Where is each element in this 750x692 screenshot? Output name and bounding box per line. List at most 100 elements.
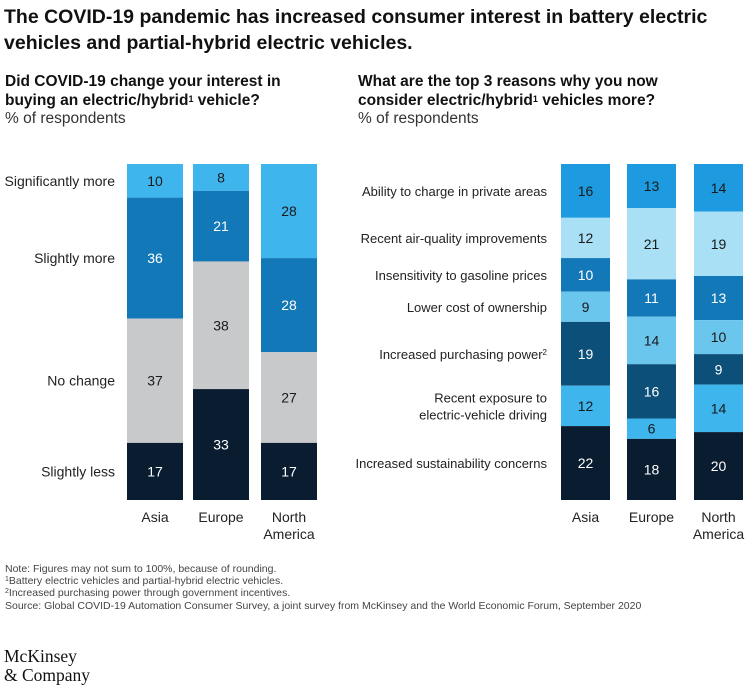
bar-segment-north-america-slightly-more [261,258,317,353]
value-label-north-america-recent-exposure-to-electric-vehicle-driving: 14 [711,400,727,416]
value-label-asia-significantly-more: 10 [147,173,163,189]
footnote-2-marker: 2 [5,588,9,596]
value-label-north-america-recent-air-quality-improvements: 19 [711,236,727,252]
value-label-asia-increased-sustainability-concerns: 22 [578,455,594,471]
right-panel-title: What are the top 3 reasons why you now c… [358,72,688,110]
footnote-1-marker: 1 [5,576,9,584]
right-panel-title-text: What are the top 3 reasons why you now c… [358,73,658,109]
bar-segment-asia-slightly-more [127,197,183,319]
bar-segment-europe-ability-to-charge-in-private-areas [627,164,676,209]
series-label-recent-air-quality-improvements: Recent air-quality improvements [361,231,548,246]
value-label-north-america-insensitivity-to-gasoline-prices: 13 [711,290,727,306]
bar-segment-north-america-slightly-less [261,442,317,500]
footnote-2: 2Increased purchasing power through gove… [5,587,641,599]
bar-segment-europe-recent-exposure-to-electric-vehicle-driving [627,418,676,439]
logo-line-1: McKinsey [4,646,77,666]
right-panel-subtitle: % of respondents [358,110,479,127]
bar-segment-europe-slightly-less [193,389,249,500]
value-label-north-america-lower-cost-of-ownership: 10 [711,329,727,345]
category-label-north-america-line-1: North [272,509,306,525]
series-label-slightly-more: Slightly more [34,250,115,266]
value-label-north-america-increased-purchasing-power: 9 [715,361,723,377]
value-label-north-america-increased-sustainability-concerns: 20 [711,458,727,474]
note-rounding: Note: Figures may not sum to 100%, becau… [5,563,277,575]
value-label-asia-insensitivity-to-gasoline-prices: 10 [578,267,594,283]
bar-segment-europe-recent-air-quality-improvements [627,208,676,280]
value-label-europe-recent-exposure-to-electric-vehicle-driving: 6 [648,421,656,437]
category-label-europe: Europe [629,509,674,525]
bar-segment-asia-significantly-more [127,164,183,198]
left-panel-title-end: vehicle? [193,92,260,109]
category-label-north-america-line-2: America [263,526,315,542]
value-label-europe-slightly-more: 21 [213,218,229,234]
series-label-recent-exposure-to-electric-vehicle-driving-line-2: electric-vehicle driving [419,407,547,422]
right-panel-title-end: vehicles more? [537,92,656,109]
value-label-asia-increased-purchasing-power: 19 [578,346,594,362]
bar-segment-north-america-recent-air-quality-improvements [694,211,743,276]
bar-segment-asia-slightly-less [127,442,183,500]
source-note: Source: Global COVID-19 Automation Consu… [5,599,642,612]
left-panel-subtitle: % of respondents [5,110,126,127]
left-panel-title-footnote: 1 [188,94,194,104]
bar-segment-asia-ability-to-charge-in-private-areas [561,164,610,218]
value-label-europe-lower-cost-of-ownership: 14 [644,333,660,349]
series-label-footnote-marker: 2 [543,347,548,356]
bar-segment-asia-recent-air-quality-improvements [561,217,610,259]
value-label-europe-increased-purchasing-power: 16 [644,383,660,399]
value-label-north-america-ability-to-charge-in-private-areas: 14 [711,180,727,196]
footnote-1: 1Battery electric vehicles and partial-h… [5,575,641,587]
bar-segment-north-america-increased-sustainability-concerns [694,432,743,500]
bar-segment-north-america-insensitivity-to-gasoline-prices [694,276,743,321]
series-label-slightly-less: Slightly less [41,463,115,479]
value-label-europe-recent-air-quality-improvements: 21 [644,236,660,252]
value-label-europe-insensitivity-to-gasoline-prices: 11 [644,290,659,306]
right-panel-title-footnote: 1 [532,94,538,104]
bar-segment-north-america-ability-to-charge-in-private-areas [694,164,743,212]
bar-segment-north-america-lower-cost-of-ownership [694,320,743,354]
bar-segment-north-america-recent-exposure-to-electric-vehicle-driving [694,384,743,433]
category-label-europe: Europe [198,509,243,525]
logo-line-2: & Company [4,665,91,685]
left-panel-title: Did COVID-19 change your interest in buy… [5,72,305,110]
value-label-asia-no-change: 37 [147,373,163,389]
category-label-asia: Asia [141,509,168,525]
value-label-north-america-no-change: 27 [281,390,297,406]
bar-segment-asia-increased-sustainability-concerns [561,426,610,500]
value-label-europe-increased-sustainability-concerns: 18 [644,462,660,478]
footnote-1-text: Battery electric vehicles and partial-hy… [8,575,284,588]
value-label-asia-recent-exposure-to-electric-vehicle-driving: 12 [578,398,594,414]
series-label-significantly-more: Significantly more [5,173,116,189]
company-logo: McKinsey & Company [4,647,90,685]
bar-segment-europe-significantly-more [193,164,249,191]
bar-segment-north-america-increased-purchasing-power [694,354,743,385]
value-label-north-america-significantly-more: 28 [281,203,297,219]
value-label-europe-no-change: 38 [213,317,229,333]
bar-segment-europe-increased-sustainability-concerns [627,438,676,500]
left-panel-title-text: Did COVID-19 change your interest in buy… [5,73,281,109]
bar-segment-europe-increased-purchasing-power [627,364,676,419]
series-label-ability-to-charge-in-private-areas: Ability to charge in private areas [362,184,547,199]
bar-segment-asia-increased-purchasing-power [561,321,610,386]
value-label-europe-slightly-less: 33 [213,437,229,453]
series-label-insensitivity-to-gasoline-prices: Insensitivity to gasoline prices [375,268,547,283]
bar-segment-europe-no-change [193,261,249,390]
series-label-increased-purchasing-power: Increased purchasing power2 [379,347,547,362]
bar-segment-asia-lower-cost-of-ownership [561,291,610,322]
series-label-increased-sustainability-concerns: Increased sustainability concerns [356,456,548,471]
value-label-asia-recent-air-quality-improvements: 12 [578,230,594,246]
bar-segment-asia-insensitivity-to-gasoline-prices [561,258,610,292]
value-label-asia-ability-to-charge-in-private-areas: 16 [578,183,594,199]
value-label-europe-ability-to-charge-in-private-areas: 13 [644,178,660,194]
footnotes: Note: Figures may not sum to 100%, becau… [5,563,641,612]
category-label-asia: Asia [572,509,599,525]
category-label-north-america-line-1: North [701,509,735,525]
value-label-europe-significantly-more: 8 [217,169,225,185]
category-label-north-america-line-2: America [693,526,745,542]
bar-segment-europe-slightly-more [193,190,249,262]
value-label-asia-slightly-less: 17 [147,463,163,479]
page-title: The COVID-19 pandemic has increased cons… [4,6,708,54]
bar-segment-europe-insensitivity-to-gasoline-prices [627,279,676,317]
value-label-north-america-slightly-less: 17 [281,463,297,479]
bar-segment-north-america-significantly-more [261,164,317,259]
